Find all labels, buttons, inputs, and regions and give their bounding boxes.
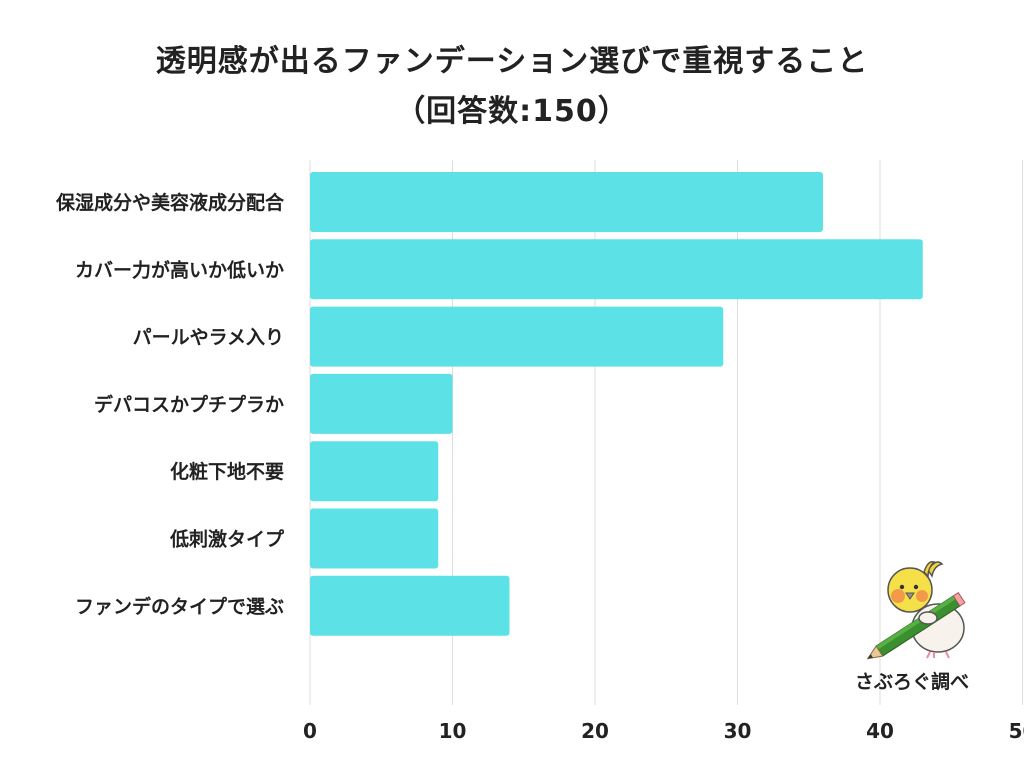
bar bbox=[310, 172, 823, 232]
x-tick-label: 0 bbox=[303, 719, 317, 743]
x-tick-label: 40 bbox=[866, 719, 894, 743]
category-label: 化粧下地不要 bbox=[170, 460, 284, 483]
category-labels: 保湿成分や美容液成分配合カバー力が高いか低いかパールやラメ入りデパコスかプチプラ… bbox=[55, 191, 285, 618]
bar bbox=[310, 575, 510, 636]
x-tick-label: 30 bbox=[724, 719, 752, 743]
category-label: デパコスかプチプラか bbox=[94, 393, 284, 416]
x-tick-label: 20 bbox=[581, 719, 609, 743]
category-label: 低刺激タイプ bbox=[169, 528, 285, 551]
category-label: 保湿成分や美容液成分配合 bbox=[55, 191, 285, 214]
chart-title: 透明感が出るファンデーション選びで重視すること bbox=[155, 44, 869, 79]
bar bbox=[310, 306, 724, 367]
category-label: ファンデのタイプで選ぶ bbox=[75, 595, 284, 618]
x-tick-label: 50 bbox=[1009, 719, 1024, 743]
bar bbox=[310, 239, 923, 300]
bar bbox=[310, 508, 439, 569]
watermark-text: さぶろぐ調べ bbox=[854, 671, 969, 693]
category-label: カバー力が高いか低いか bbox=[75, 258, 284, 281]
x-axis-ticks: 0 10 20 30 40 50 bbox=[303, 719, 1024, 743]
chart-subtitle: （回答数:150） bbox=[395, 94, 629, 129]
x-tick-label: 10 bbox=[439, 719, 467, 743]
category-label: パールやラメ入り bbox=[133, 327, 284, 349]
bird-with-pencil-icon bbox=[866, 560, 966, 660]
bars bbox=[310, 172, 923, 636]
bar bbox=[310, 373, 453, 434]
bar bbox=[310, 441, 439, 502]
